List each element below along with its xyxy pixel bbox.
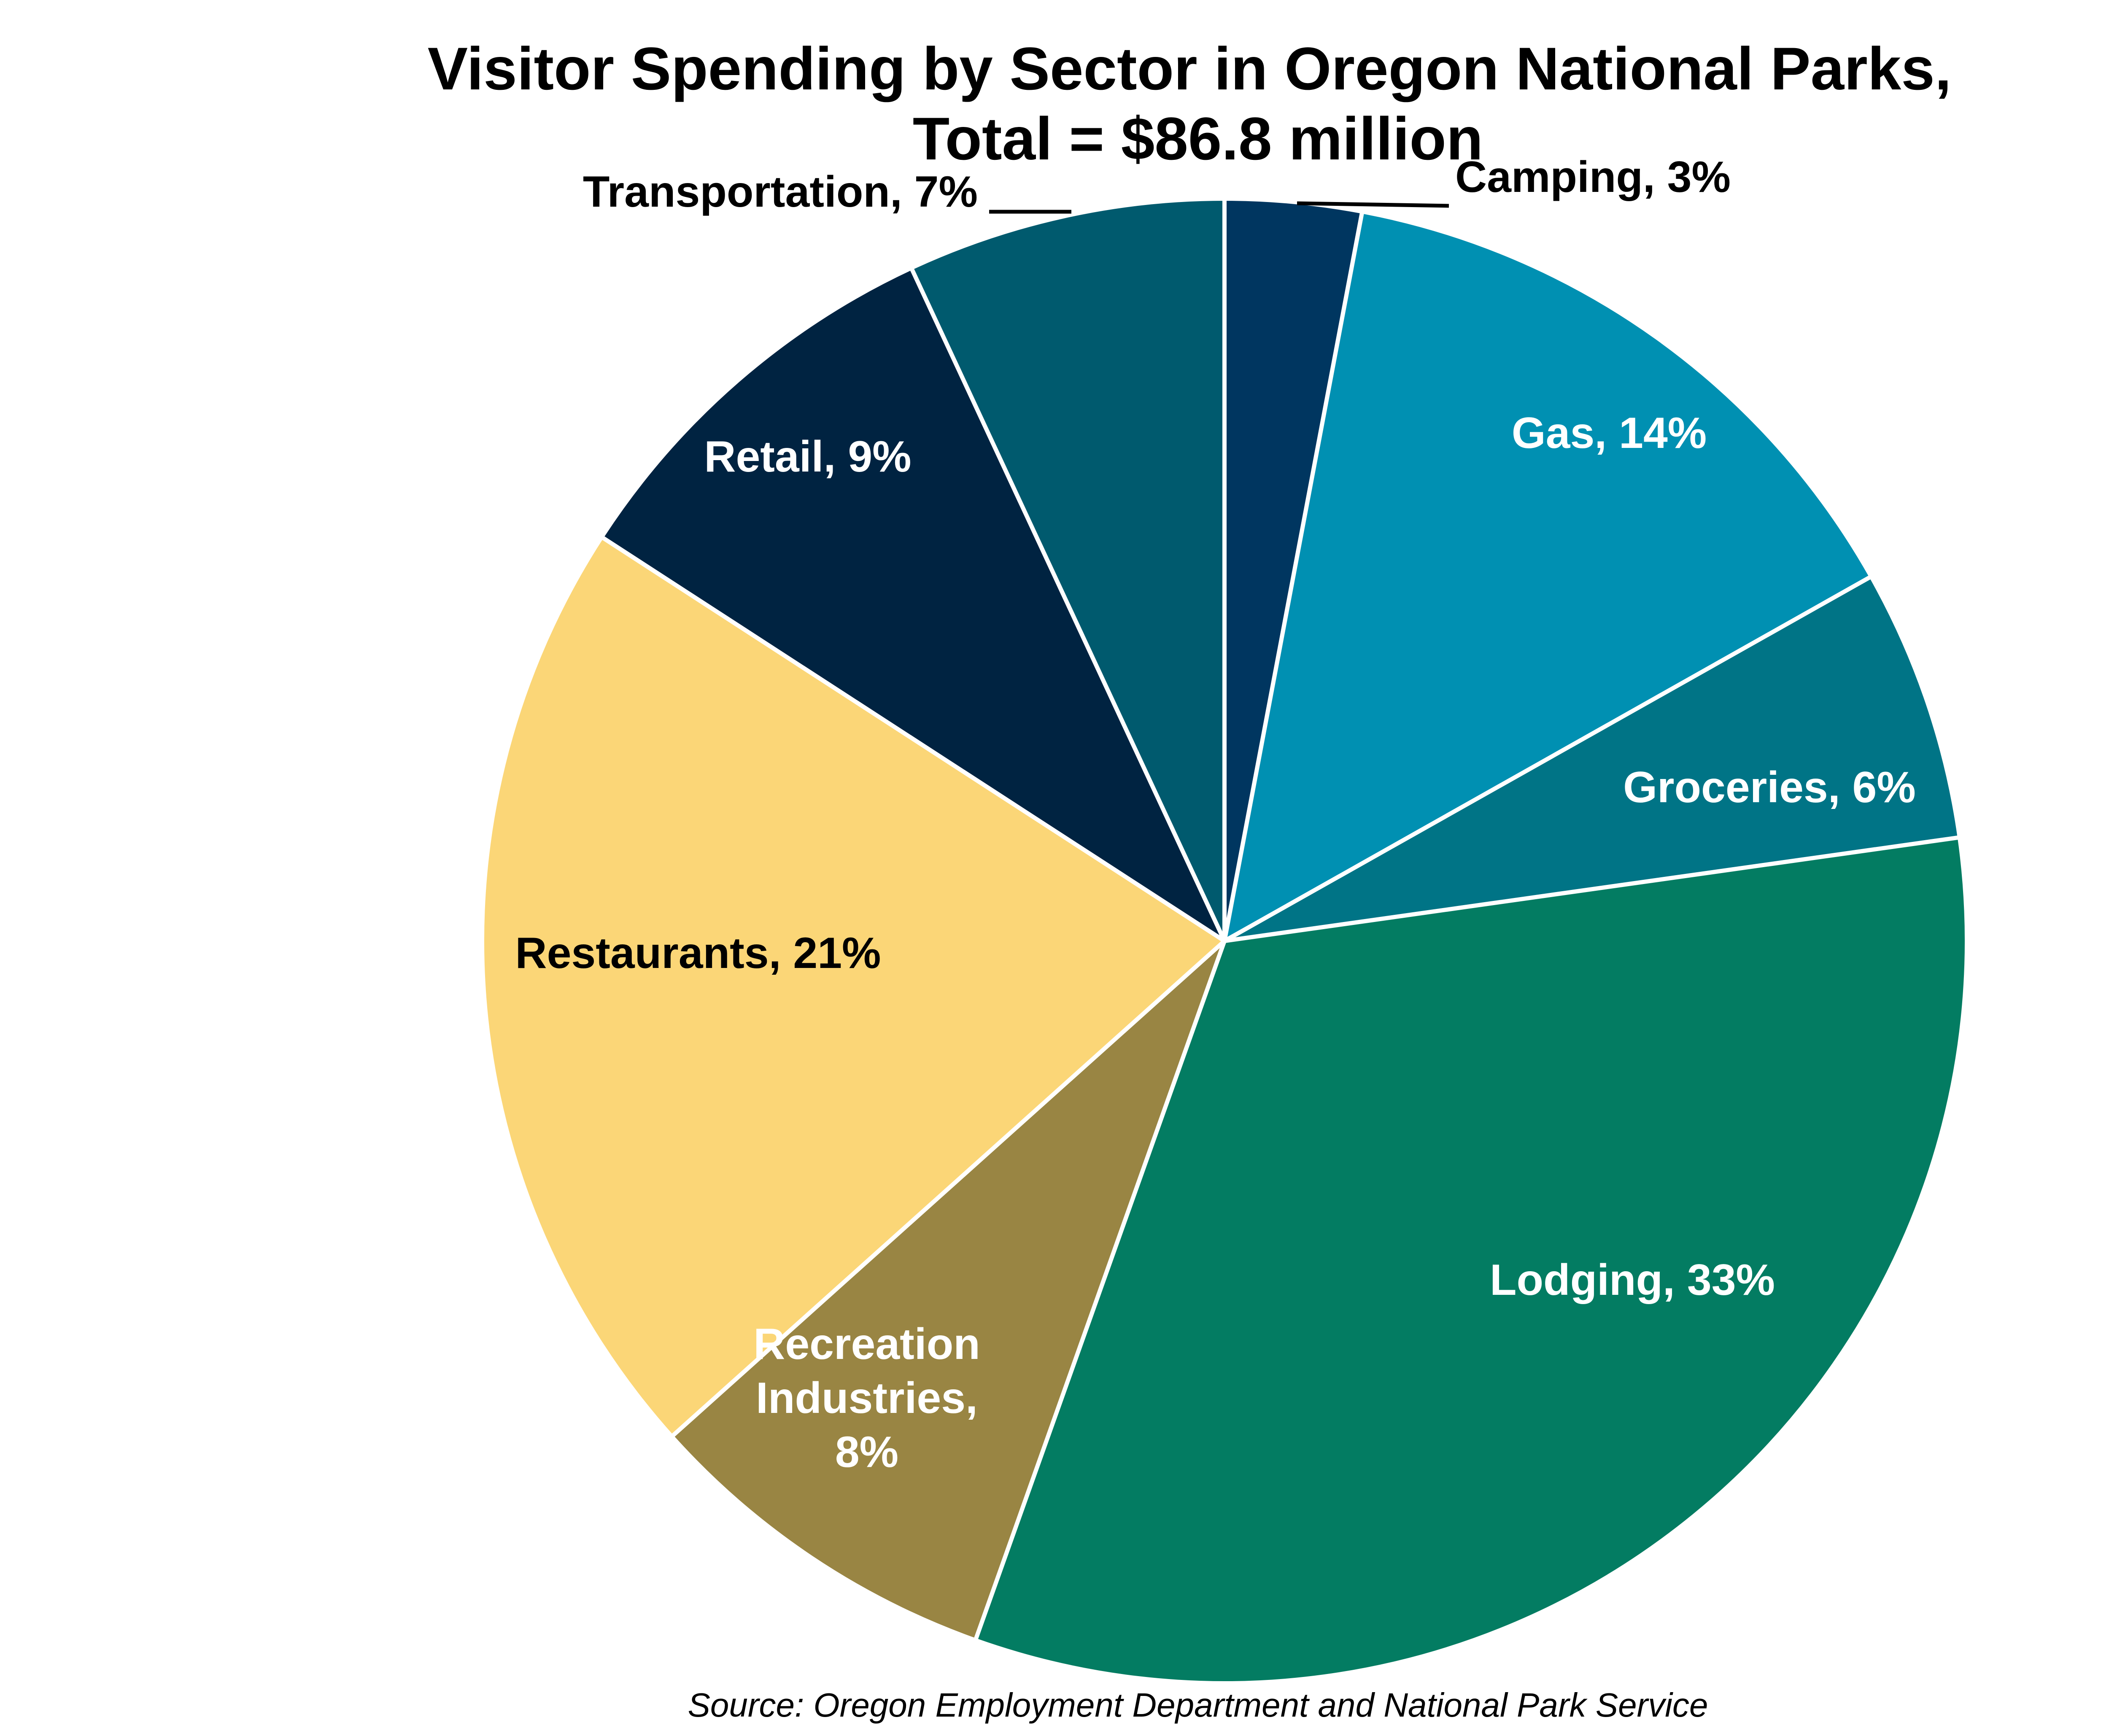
slice-label-line: Recreation — [753, 1320, 980, 1369]
pie-slice-recreation-industries — [669, 939, 1227, 1642]
slice-label-line: Transportation, 7% — [583, 167, 978, 216]
label-leader-lines — [989, 201, 1449, 214]
slice-label-gas: Gas, 14% — [1512, 409, 1707, 458]
slice-label-line: Gas, 14% — [1512, 409, 1707, 458]
pie-slice-gas — [1222, 209, 1874, 943]
pie-slice-restaurants — [480, 535, 1227, 1439]
pie-slice-lodging — [973, 835, 1969, 1685]
chart-title-line-2: Total = $86.8 million — [913, 105, 1483, 173]
pie-slices — [480, 197, 1969, 1685]
pie-slice-transportation — [909, 197, 1227, 943]
slice-label-line: Restaurants, 21% — [515, 929, 881, 978]
slice-label-transportation: Transportation, 7% — [583, 167, 978, 216]
chart-title-line-1: Visitor Spending by Sector in Oregon Nat… — [428, 35, 1952, 102]
slice-label-retail: Retail, 9% — [704, 432, 911, 481]
slice-label-line: Lodging, 33% — [1490, 1256, 1775, 1305]
chart-title: Visitor Spending by Sector in Oregon Nat… — [428, 35, 1969, 173]
leader-line-camping — [1297, 201, 1449, 208]
slice-label-camping: Camping, 3% — [1455, 153, 1731, 202]
slice-label-restaurants: Restaurants, 21% — [515, 929, 881, 978]
slice-label-line: 8% — [835, 1428, 898, 1477]
slice-label-line: Industries, — [756, 1374, 978, 1423]
slice-label-line: Groceries, 6% — [1623, 763, 1916, 812]
slice-label-groceries: Groceries, 6% — [1623, 763, 1916, 812]
pie-slice-groceries — [1222, 574, 1962, 943]
slice-label-recreation-industries: Recreation Industries, 8% — [753, 1320, 980, 1477]
slice-label-lodging: Lodging, 33% — [1490, 1256, 1775, 1305]
pie-slice-retail — [599, 266, 1227, 943]
slice-label-line: Camping, 3% — [1455, 153, 1731, 202]
source-note: Source: Oregon Employment Department and… — [688, 1686, 1708, 1724]
slice-labels: Camping, 3% Gas, 14% Groceries, 6% Lodging,… — [515, 153, 1915, 1477]
slice-label-line: Retail, 9% — [704, 432, 911, 481]
